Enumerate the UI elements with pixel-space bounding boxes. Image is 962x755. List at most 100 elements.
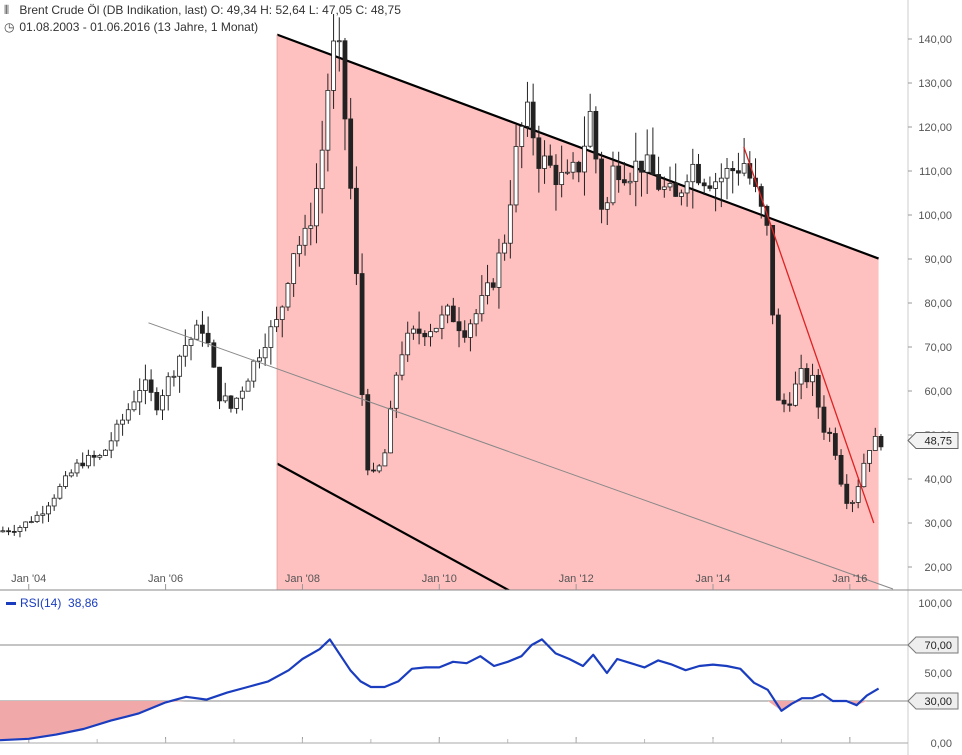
candle: [730, 161, 736, 194]
candle: [787, 392, 793, 412]
x-tick-label: Jan '06: [148, 573, 183, 585]
candle-body-up: [188, 338, 194, 346]
candle-body-up: [46, 505, 51, 515]
candle-body-down: [462, 330, 468, 338]
candle-body-up: [850, 502, 855, 504]
trend-line-downtrend: [743, 146, 875, 524]
rsi-legend-value: 38,86: [68, 596, 99, 610]
candle-body-up: [194, 324, 200, 340]
candle: [810, 363, 815, 396]
candle: [63, 471, 68, 489]
candle-body-down: [844, 483, 850, 504]
candle-body-up: [160, 395, 165, 411]
candle: [348, 97, 354, 200]
candle: [103, 449, 108, 457]
candle: [713, 172, 719, 212]
candle: [376, 463, 382, 474]
candle: [325, 73, 331, 172]
candle-body-up: [644, 154, 650, 173]
candle: [770, 224, 776, 325]
rsi-y-tick-label: 50,00: [924, 668, 952, 680]
candle-body-up: [519, 125, 525, 147]
candle: [148, 369, 154, 402]
candle: [667, 166, 673, 191]
candle-body-down: [490, 282, 496, 288]
candle-body-up: [308, 225, 314, 229]
candle-body-down: [416, 328, 422, 334]
candle: [120, 413, 125, 436]
candle-body-down: [656, 174, 661, 190]
candle-body-up: [257, 357, 262, 362]
candle: [274, 306, 279, 333]
last-price-marker: [907, 432, 959, 449]
candle: [28, 516, 34, 524]
candle-body-up: [120, 419, 125, 425]
candle-body-up: [336, 40, 342, 43]
candle-body-up: [564, 171, 570, 174]
candle: [416, 311, 422, 345]
candle-body-up: [867, 450, 872, 464]
channel-fill: [277, 34, 879, 590]
candle: [382, 449, 388, 467]
candle: [399, 341, 405, 381]
price-y-tick-label: 120,00: [918, 122, 952, 134]
candle-body-up: [861, 462, 867, 488]
candle-body-up: [279, 306, 285, 320]
candle: [621, 161, 627, 186]
candle: [291, 252, 297, 297]
candle: [11, 524, 17, 536]
candle-body-up: [661, 186, 667, 190]
candle: [331, 14, 336, 109]
candle-body-up: [296, 244, 302, 255]
candle: [559, 145, 565, 198]
candle: [422, 330, 428, 347]
candle-body-up: [439, 314, 445, 329]
candle: [456, 307, 462, 348]
candle: [576, 160, 582, 183]
candle-body-up: [502, 242, 508, 254]
candle: [342, 37, 348, 151]
rsi-y-tick-label: 0,00: [931, 738, 952, 750]
candle: [445, 303, 451, 324]
candle: [97, 453, 103, 460]
candle: [661, 176, 667, 198]
candle-body-up: [445, 305, 451, 316]
price-y-tick-label: 130,00: [918, 78, 952, 90]
candle: [644, 129, 650, 194]
candle: [468, 319, 473, 352]
candle-body-up: [63, 475, 68, 487]
candle-body-up: [433, 327, 439, 333]
candle: [850, 500, 855, 513]
candle: [205, 316, 211, 348]
candle-body-up: [245, 380, 251, 392]
price-y-tick-label: 140,00: [918, 34, 952, 46]
candle: [696, 153, 701, 186]
date-range-text: 01.08.2003 - 01.06.2016 (13 Jahre, 1 Mon…: [19, 20, 259, 34]
candle: [827, 427, 833, 442]
candle: [479, 275, 485, 322]
x-tick-label: Jan '04: [11, 573, 46, 585]
candle-body-down: [815, 374, 821, 408]
candle-body-up: [690, 163, 696, 183]
candle-body-down: [348, 118, 354, 189]
candle-body-up: [633, 160, 639, 182]
candle: [855, 479, 861, 509]
candle-body-up: [325, 90, 331, 151]
candle: [222, 382, 228, 404]
candle: [861, 453, 867, 488]
candle: [319, 120, 325, 214]
candle-body-up: [34, 514, 40, 522]
candle-body-up: [103, 449, 108, 456]
candle-body-up: [28, 521, 34, 523]
rsi-y-tick-label: 70,00: [924, 640, 952, 652]
candle: [707, 176, 713, 192]
candle: [108, 432, 114, 459]
candle: [228, 395, 234, 413]
candle: [68, 469, 74, 478]
chart-header-instrument: ⫴ Brent Crude Öl (DB Indikation, last) O…: [4, 3, 401, 18]
candle: [519, 122, 525, 169]
candle-body-up: [513, 146, 519, 206]
candle: [570, 152, 576, 180]
candle-body-down: [827, 431, 833, 434]
